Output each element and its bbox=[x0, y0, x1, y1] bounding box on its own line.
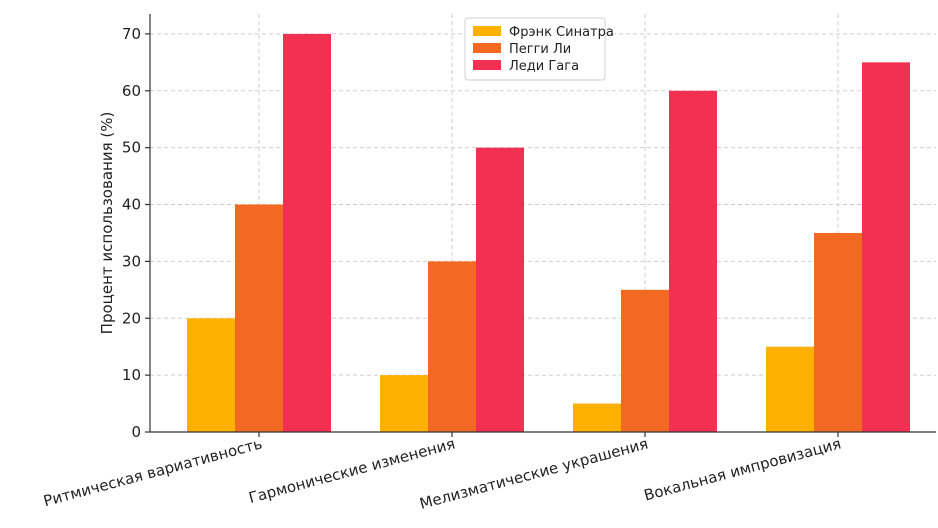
y-tick-label: 60 bbox=[122, 82, 141, 100]
y-axis-label: Процент использования (%) bbox=[98, 112, 116, 335]
legend-swatch bbox=[473, 60, 501, 70]
x-category-label: Вокальная импровизация bbox=[642, 434, 843, 504]
x-category-label: Ритмическая вариативность bbox=[41, 434, 264, 510]
bar bbox=[235, 204, 283, 432]
legend: Фрэнк Синатра Пегги Ли Леди Гага bbox=[464, 17, 614, 81]
y-tick-label: 10 bbox=[122, 366, 141, 384]
y-tick-label: 40 bbox=[122, 196, 141, 214]
y-ticks: 0 10 20 30 40 50 60 70 bbox=[122, 25, 150, 441]
bar bbox=[187, 318, 235, 432]
y-tick-label: 0 bbox=[131, 423, 141, 441]
y-tick-label: 20 bbox=[122, 309, 141, 327]
bar bbox=[862, 62, 910, 432]
bar bbox=[669, 90, 717, 432]
y-tick-label: 50 bbox=[122, 139, 141, 157]
bar bbox=[814, 232, 862, 432]
bar bbox=[476, 147, 524, 433]
legend-label: Пегги Ли bbox=[509, 42, 571, 57]
legend-label: Леди Гага bbox=[509, 59, 579, 74]
axes-layer bbox=[149, 14, 936, 433]
legend-label: Фрэнк Синатра bbox=[509, 25, 614, 40]
y-tick-label: 70 bbox=[122, 25, 141, 43]
bar bbox=[428, 261, 476, 432]
bar bbox=[621, 289, 669, 432]
legend-swatch bbox=[473, 43, 501, 53]
y-tick-label: 30 bbox=[122, 252, 141, 270]
legend-swatch bbox=[473, 26, 501, 36]
bars-layer bbox=[187, 33, 910, 433]
bar bbox=[766, 346, 814, 432]
bar bbox=[380, 375, 428, 432]
bar bbox=[283, 33, 331, 433]
bar bbox=[573, 403, 621, 432]
